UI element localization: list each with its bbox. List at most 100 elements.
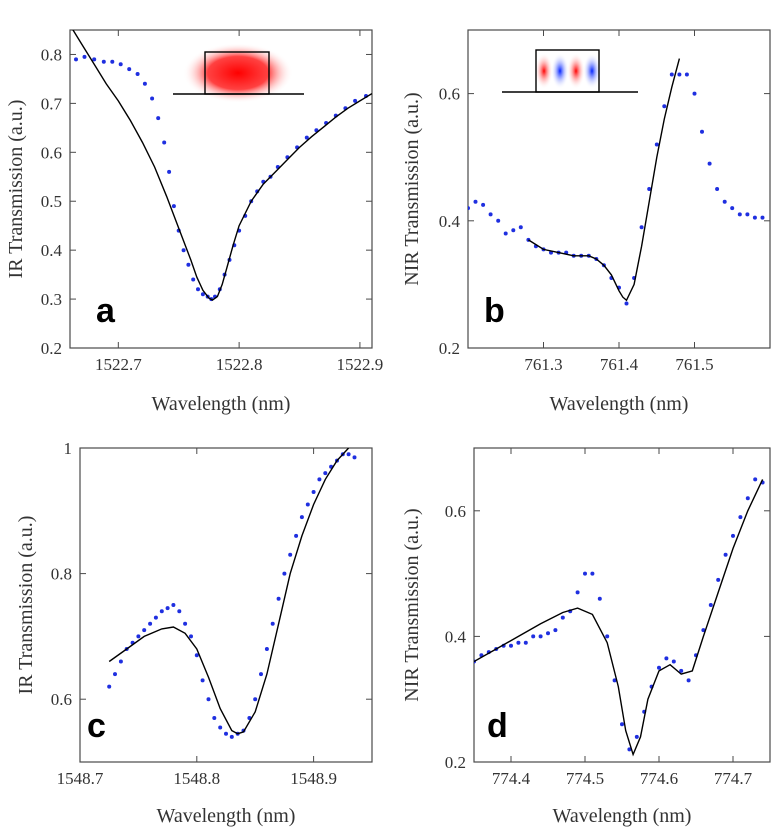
- data-point: [127, 67, 132, 72]
- data-point: [481, 202, 486, 207]
- data-point: [171, 603, 176, 607]
- data-point: [523, 640, 528, 645]
- fit-curve: [474, 479, 764, 757]
- fit-curve: [108, 448, 350, 735]
- data-point: [737, 212, 742, 217]
- data-point: [353, 98, 358, 103]
- data-point: [162, 140, 167, 145]
- data-point: [167, 169, 172, 174]
- data-point: [612, 678, 617, 683]
- y-axis-label: IR Transmission (a.u.): [5, 100, 27, 279]
- x-axis-label: Wavelength (nm): [152, 393, 291, 415]
- y-tick-label: 0.6: [41, 143, 62, 162]
- data-point: [723, 552, 728, 557]
- fit-curve: [528, 58, 681, 302]
- data-point: [200, 292, 205, 297]
- data-point: [722, 199, 727, 204]
- data-point: [259, 672, 263, 677]
- data-point: [282, 571, 287, 576]
- data-point: [142, 628, 147, 633]
- data-point: [468, 206, 470, 211]
- data-point: [753, 477, 758, 482]
- data-point: [200, 678, 205, 683]
- x-tick-label: 774.4: [492, 769, 531, 788]
- data-point: [181, 248, 186, 253]
- data-point: [624, 301, 629, 306]
- data-point: [118, 62, 123, 67]
- data-point: [148, 621, 153, 626]
- data-point: [177, 609, 182, 614]
- data-point: [503, 231, 508, 236]
- data-point: [352, 455, 357, 460]
- data-point: [509, 643, 513, 648]
- data-point: [196, 287, 200, 292]
- data-point: [745, 496, 750, 501]
- data-point: [317, 477, 322, 482]
- data-point: [708, 603, 713, 607]
- data-point: [156, 116, 161, 121]
- data-point: [253, 697, 258, 702]
- mode-profile-inset: [173, 43, 304, 103]
- data-point: [684, 72, 689, 77]
- data-point: [701, 628, 706, 633]
- panel-d: 774.4 774.5 774.6 774.7 0.2 0.4 0.6 Wavelength …: [401, 447, 771, 827]
- data-point: [136, 634, 141, 639]
- data-point: [677, 72, 682, 77]
- y-tick-label: 0.2: [41, 339, 62, 358]
- plot-area: [468, 58, 765, 306]
- data-point: [496, 218, 501, 223]
- y-tick-label: 0.7: [41, 94, 63, 113]
- data-point: [229, 734, 234, 739]
- mode-profile-inset: [502, 49, 638, 93]
- data-point: [707, 161, 712, 166]
- x-tick-label: 761.5: [675, 355, 713, 374]
- y-tick-label: 0.4: [445, 627, 467, 646]
- panel-letter: a: [96, 292, 116, 330]
- data-point: [276, 596, 281, 601]
- data-point: [516, 640, 521, 645]
- x-tick-label: 774.6: [640, 769, 678, 788]
- y-axis-label: IR Transmission (a.u.): [15, 516, 37, 695]
- data-point: [518, 225, 523, 230]
- data-point: [107, 684, 112, 689]
- data-point: [634, 734, 639, 739]
- x-tick-label: 1548.9: [290, 769, 337, 788]
- data-point: [294, 533, 299, 538]
- data-point: [288, 552, 293, 557]
- x-tick-label: 1522.7: [95, 355, 142, 374]
- y-tick-label: 0.6: [445, 502, 466, 521]
- data-point: [270, 621, 275, 626]
- data-point: [92, 57, 97, 62]
- data-point: [305, 502, 310, 507]
- data-point: [679, 668, 684, 673]
- data-point: [224, 731, 228, 736]
- x-axis-label: Wavelength (nm): [553, 805, 692, 827]
- data-point: [135, 72, 140, 76]
- data-point: [186, 262, 191, 267]
- data-point: [191, 277, 196, 282]
- data-point: [639, 225, 644, 230]
- y-tick-label: 0.8: [51, 565, 72, 584]
- x-tick-label: 761.4: [600, 355, 639, 374]
- panel-letter: b: [484, 292, 505, 330]
- y-tick-label: 0.4: [439, 212, 461, 231]
- data-point: [700, 129, 704, 134]
- data-point: [760, 215, 765, 220]
- data-point: [101, 59, 106, 64]
- plot-area: [72, 30, 372, 302]
- data-point: [627, 747, 632, 752]
- data-point: [662, 104, 667, 109]
- data-point: [647, 187, 652, 191]
- x-tick-label: 761.3: [524, 355, 562, 374]
- panel-letter: d: [487, 707, 508, 745]
- x-tick-label: 774.5: [566, 769, 604, 788]
- data-point: [165, 606, 170, 611]
- data-point: [264, 647, 269, 651]
- data-point: [597, 596, 602, 601]
- fit-curve: [72, 30, 372, 301]
- data-point: [620, 722, 624, 727]
- data-point: [531, 634, 536, 639]
- plot-frame: [467, 29, 771, 349]
- data-point: [113, 672, 117, 677]
- data-point: [605, 634, 610, 639]
